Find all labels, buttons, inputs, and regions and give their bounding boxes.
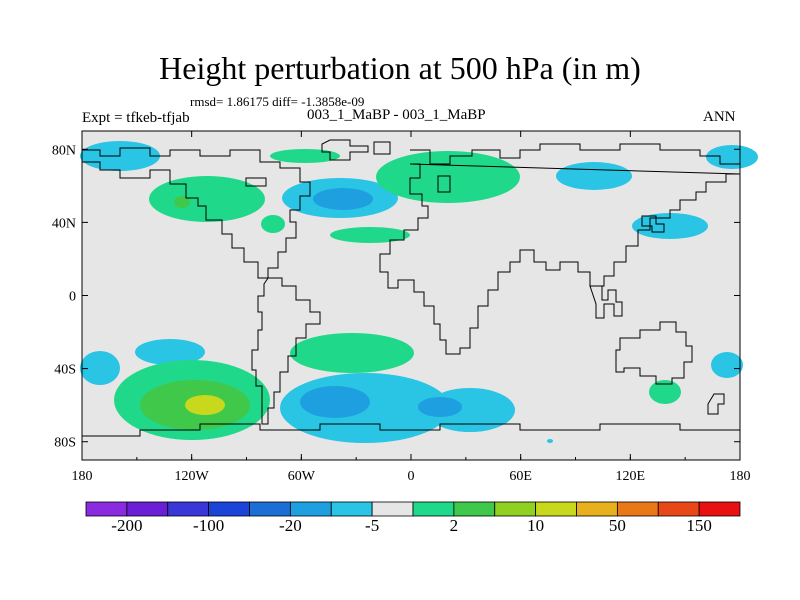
lon-tick-label: 60E (509, 469, 532, 484)
anomaly-region (261, 215, 285, 233)
anomaly-region (185, 395, 225, 415)
colorbar-label: 50 (608, 516, 626, 535)
anomaly-region (649, 380, 681, 404)
colorbar-swatch (494, 501, 537, 517)
anomaly-region (80, 351, 120, 385)
anomaly-region (706, 145, 758, 169)
colorbar-swatch (535, 501, 577, 517)
lat-tick-label: 40S (54, 363, 76, 378)
colorbar-swatch (412, 501, 455, 517)
anomaly-region (376, 151, 520, 203)
colorbar-label: 2 (449, 516, 459, 535)
colorbar-swatch (698, 501, 741, 517)
colorbar-swatch (453, 501, 496, 517)
anomaly-region (330, 227, 410, 243)
colorbar-swatch (208, 501, 250, 517)
colorbar-label: -100 (193, 516, 225, 535)
plot-title: Height perturbation at 500 hPa (in m) (159, 50, 641, 86)
colorbar-swatch (249, 501, 291, 517)
lat-tick-label: 40N (52, 216, 76, 231)
anomaly-region (547, 439, 553, 443)
lat-tick-label: 80S (54, 436, 76, 451)
anomaly-region (556, 162, 632, 190)
anomaly-region (313, 188, 373, 210)
colorbar (85, 501, 741, 517)
colorbar-swatch (289, 501, 332, 517)
lon-tick-label: 180 (72, 469, 93, 484)
anomaly-region (135, 339, 205, 365)
lon-tick-label: 120E (616, 469, 646, 484)
longitude-axis: 180 120W 60W 0 60E 120E 180 (72, 131, 751, 484)
anomaly-region (300, 386, 370, 418)
map-panel: 180 120W 60W 0 60E 120E 180 80N 40N 0 40S 80S (52, 130, 758, 484)
colorbar-label: 150 (686, 516, 712, 535)
anomaly-region (711, 352, 743, 378)
colorbar-swatch (126, 501, 169, 517)
colorbar-label: -20 (279, 516, 302, 535)
anomaly-region (149, 176, 265, 222)
anomaly-region (290, 333, 414, 373)
colorbar-swatch (576, 501, 618, 517)
colorbar-swatch (616, 501, 659, 517)
season-label: ANN (703, 109, 736, 125)
colorbar-swatch (85, 501, 128, 517)
stats-label: rmsd= 1.86175 diff= -1.3858e-09 (190, 94, 365, 109)
colorbar-label: -5 (365, 516, 380, 535)
lon-tick-label: 120W (175, 469, 210, 484)
lat-tick-label: 80N (52, 143, 76, 158)
anomaly-region (174, 196, 190, 208)
lon-tick-label: 60W (288, 469, 316, 484)
latitude-axis: 80N 40N 0 40S 80S (52, 143, 740, 451)
colorbar-swatch (657, 501, 700, 517)
anomaly-region (418, 397, 462, 417)
case-label: 003_1_MaBP - 003_1_MaBP (307, 107, 486, 123)
colorbar-swatch (371, 501, 414, 517)
coastlines (82, 139, 741, 437)
lon-tick-label: 180 (730, 469, 751, 484)
lat-tick-label: 0 (69, 290, 76, 305)
lon-tick-label: 0 (408, 469, 415, 484)
experiment-label: Expt = tfkeb-tfjab (82, 110, 190, 126)
anomaly-region (632, 213, 708, 239)
colorbar-label: -200 (111, 516, 143, 535)
colorbar-label: 10 (527, 516, 545, 535)
colorbar-swatch (167, 501, 210, 517)
colorbar-swatch (330, 501, 373, 517)
